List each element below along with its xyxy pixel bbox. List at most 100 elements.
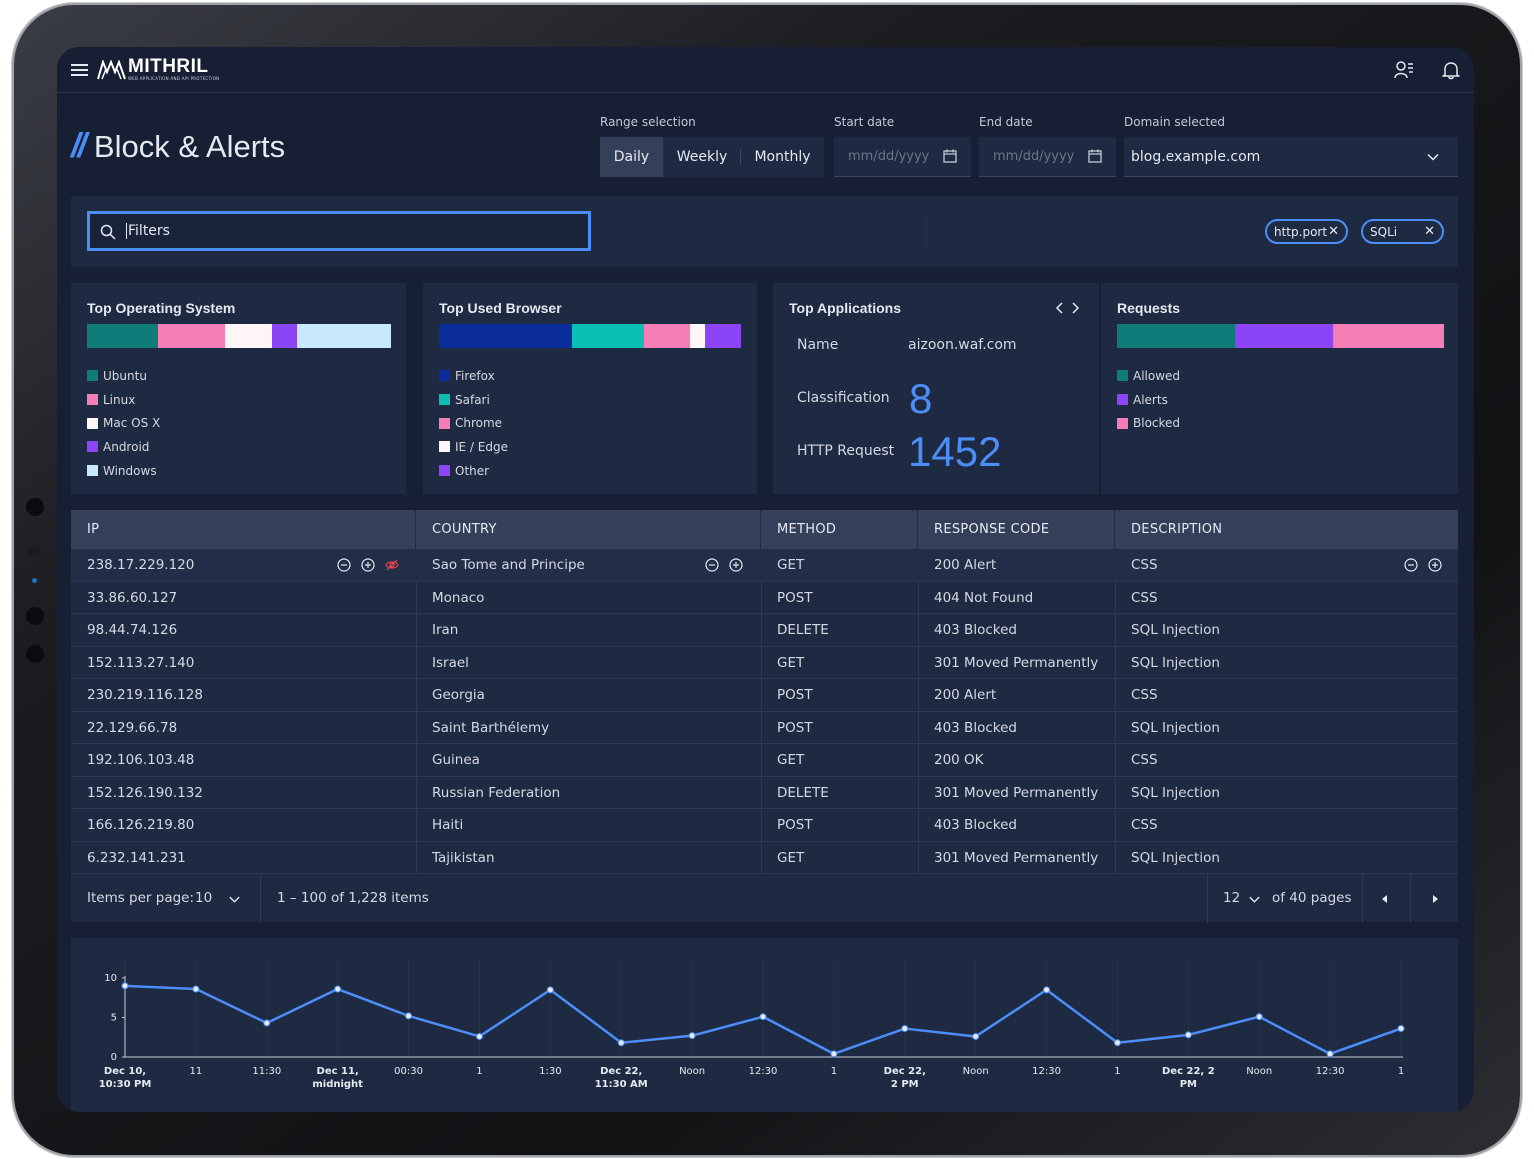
user-list-icon[interactable]	[1394, 60, 1414, 80]
close-icon[interactable]: ✕	[1424, 224, 1435, 239]
legend-label: Linux	[103, 392, 136, 407]
filter-divider	[926, 214, 927, 248]
legend-swatch	[439, 417, 450, 429]
table-row[interactable]: 6.232.141.231 Tajikistan GET 301 Moved Perm…	[71, 842, 1458, 874]
x-tick-label: 00:30	[394, 1066, 423, 1077]
table-row[interactable]: 238.17.229.120 Sao Tome and Principe GET 20…	[71, 549, 1458, 582]
cell-ip: 98.44.74.126	[87, 622, 178, 638]
cell-description: SQL Injection	[1131, 784, 1220, 801]
plus-circle-icon[interactable]	[729, 558, 743, 572]
range-daily[interactable]: Daily	[600, 137, 663, 177]
caret-right-icon[interactable]	[1430, 894, 1440, 904]
x-tick-label: Dec 11,	[317, 1066, 359, 1077]
range-monthly[interactable]: Monthly	[754, 149, 811, 165]
table-row[interactable]: 22.129.66.78 Saint Barthélemy POST 403 Bloc…	[71, 712, 1458, 744]
minus-circle-icon[interactable]	[705, 558, 719, 572]
app-http-value: 1452	[908, 428, 1002, 475]
table-row[interactable]: 152.113.27.140 Israel GET 301 Moved Permane…	[71, 647, 1458, 679]
calendar-icon[interactable]	[943, 149, 957, 163]
cell-response-code: 301 Moved Permanently	[934, 784, 1099, 801]
cell-country: Haiti	[432, 817, 464, 833]
cell-description: CSS	[1131, 557, 1158, 573]
cell-method: GET	[777, 752, 805, 768]
x-tick-label: 11:30 AM	[595, 1079, 648, 1090]
items-per-page-select[interactable]: 10	[195, 890, 213, 906]
table-row[interactable]: 230.219.116.128 Georgia POST 200 Alert CSS	[71, 679, 1458, 712]
legend-swatch	[87, 394, 98, 406]
os-legend-item: Windows	[87, 459, 160, 483]
legend-swatch	[87, 465, 98, 477]
legend-label: IE / Edge	[455, 439, 508, 454]
caret-left-icon[interactable]	[1380, 894, 1390, 904]
col-description[interactable]: DESCRIPTION	[1131, 522, 1223, 537]
cell-method: DELETE	[777, 784, 829, 801]
cell-method: GET	[777, 654, 805, 671]
close-icon[interactable]: ✕	[1328, 224, 1339, 239]
page-select[interactable]: 12	[1223, 890, 1241, 906]
chevron-down-icon[interactable]	[1248, 893, 1261, 906]
x-tick-label: Noon	[963, 1066, 989, 1077]
calendar-icon[interactable]	[1088, 149, 1102, 163]
plus-circle-icon[interactable]	[361, 558, 375, 572]
col-method[interactable]: METHOD	[761, 510, 918, 549]
filter-tag-http-port[interactable]: http.port ✕	[1265, 219, 1348, 244]
cell-description: CSS	[1131, 589, 1158, 606]
minus-circle-icon[interactable]	[1404, 558, 1418, 572]
os-bar-segment-1	[158, 324, 226, 348]
x-tick-label: 1:30	[539, 1066, 561, 1077]
y-tick-label: 0	[111, 1052, 117, 1063]
bell-icon[interactable]	[1441, 60, 1461, 80]
cell-ip: 238.17.229.120	[87, 557, 195, 573]
requests-bar-segment-2	[1332, 324, 1444, 348]
x-tick-label: 12:30	[1316, 1066, 1345, 1077]
os-legend-item: Mac OS X	[87, 411, 160, 435]
browser-card: Top Used Browser Firefox Safari Chrome IE /…	[423, 283, 757, 494]
plus-circle-icon[interactable]	[1428, 558, 1442, 572]
eye-off-icon[interactable]	[385, 558, 399, 572]
data-point	[901, 1025, 909, 1033]
table-row[interactable]: 33.86.60.127 Monaco POST 404 Not Found CSS	[71, 582, 1458, 614]
table-row[interactable]: 152.126.190.132 Russian Federation DELETE 3…	[71, 777, 1458, 809]
end-date-input[interactable]: mm/dd/yyyy	[979, 137, 1116, 177]
legend-label: Alerts	[1133, 392, 1168, 407]
menu-icon[interactable]	[71, 64, 88, 76]
start-date-input[interactable]: mm/dd/yyyy	[834, 137, 971, 177]
filter-search-input[interactable]: Filters	[87, 211, 591, 251]
col-divider	[1115, 549, 1116, 874]
requests-card: Requests Allowed Alerts Blocked	[1101, 283, 1458, 494]
cell-ip: 192.106.103.48	[87, 752, 195, 768]
cell-country: Georgia	[432, 687, 485, 703]
cell-method: DELETE	[777, 622, 829, 638]
table-body: 238.17.229.120 Sao Tome and Principe GET 20…	[71, 549, 1458, 874]
cell-response-code: 301 Moved Permanently	[934, 654, 1099, 671]
app-name-label: Name	[797, 337, 839, 353]
cell-description: SQL Injection	[1131, 622, 1220, 638]
requests-card-title: Requests	[1117, 300, 1181, 316]
items-range: 1 – 100 of 1,228 items	[277, 890, 429, 906]
os-card-title: Top Operating System	[87, 300, 236, 316]
start-date-placeholder: mm/dd/yyyy	[848, 149, 930, 164]
x-tick-label: Dec 22,	[600, 1066, 642, 1077]
range-weekly[interactable]: Weekly	[663, 137, 741, 177]
data-point	[1113, 1039, 1121, 1047]
table-row[interactable]: 98.44.74.126 Iran DELETE 403 Blocked SQL Inj…	[71, 614, 1458, 647]
brand-logo[interactable]: MITHRIL WEB APPLICATION AND API PROTECTI…	[97, 57, 219, 81]
data-point	[759, 1013, 767, 1021]
domain-select[interactable]: blog.example.com	[1124, 137, 1458, 177]
table-row[interactable]: 192.106.103.48 Guinea GET 200 OK CSS	[71, 744, 1458, 777]
table-row[interactable]: 166.126.219.80 Haiti POST 403 Blocked CSS	[71, 809, 1458, 842]
cell-method: POST	[777, 589, 813, 606]
cell-response-code: 200 Alert	[934, 687, 997, 703]
apps-card: Top Applications Name aizoon.waf.com Cla…	[773, 283, 1099, 494]
col-ip[interactable]: IP	[71, 510, 416, 549]
cell-ip: 230.219.116.128	[87, 687, 203, 703]
filter-tag-sqli[interactable]: SQLi ✕	[1361, 219, 1444, 244]
col-response-code[interactable]: RESPONSE CODE	[918, 510, 1115, 549]
col-country[interactable]: COUNTRY	[416, 510, 761, 549]
chevron-right-icon[interactable]	[1070, 302, 1080, 314]
data-point	[617, 1039, 625, 1047]
minus-circle-icon[interactable]	[337, 558, 351, 572]
chevron-left-icon[interactable]	[1055, 302, 1065, 314]
chevron-down-icon[interactable]	[228, 893, 241, 906]
range-label: Range selection	[600, 115, 696, 129]
